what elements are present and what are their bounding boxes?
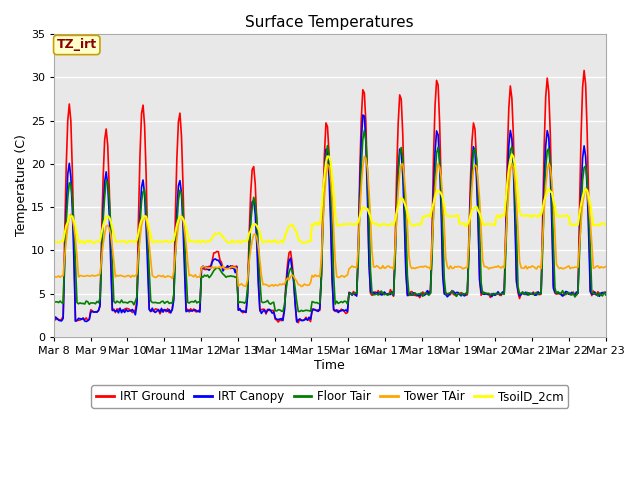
Text: TZ_irt: TZ_irt: [57, 38, 97, 51]
Title: Surface Temperatures: Surface Temperatures: [246, 15, 414, 30]
X-axis label: Time: Time: [314, 359, 345, 372]
Y-axis label: Temperature (C): Temperature (C): [15, 134, 28, 236]
Legend: IRT Ground, IRT Canopy, Floor Tair, Tower TAir, TsoilD_2cm: IRT Ground, IRT Canopy, Floor Tair, Towe…: [92, 385, 568, 408]
